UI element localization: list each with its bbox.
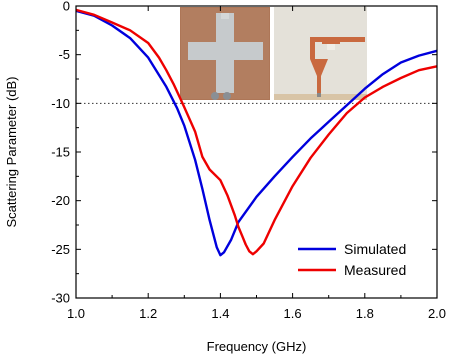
l-antenna-photo-icon xyxy=(274,7,367,100)
series-line-measured xyxy=(75,8,438,256)
legend-label-measured: Measured xyxy=(344,262,406,278)
cross-antenna-photo-icon xyxy=(180,7,270,100)
x-tick-label: 1.0 xyxy=(67,306,85,321)
y-axis-title: Scattering Parameter (dB) xyxy=(4,76,19,227)
y-tick-label: -30 xyxy=(51,291,70,306)
x-tick-label: 1.8 xyxy=(356,306,374,321)
x-tick-label: 1.4 xyxy=(211,306,229,321)
series-line-simulated xyxy=(75,9,438,257)
x-tick-label: 2.0 xyxy=(428,306,446,321)
x-axis-title: Frequency (GHz) xyxy=(207,339,307,354)
antenna-photo-inset xyxy=(180,7,367,100)
legend: Simulated Measured xyxy=(298,241,406,278)
y-tick-label: -10 xyxy=(51,96,70,111)
x-tick-label: 1.2 xyxy=(139,306,157,321)
y-tick-label: -15 xyxy=(51,145,70,160)
legend-label-simulated: Simulated xyxy=(344,241,406,257)
series-layer xyxy=(75,8,438,257)
y-tick-label: -20 xyxy=(51,193,70,208)
axes: 1.0 1.2 1.4 1.6 1.8 2.0 0 -5 -10 -15 -20 -25 -30 Freq… xyxy=(4,0,446,354)
y-tick-label: -5 xyxy=(58,47,70,62)
y-tick-label: -25 xyxy=(51,242,70,257)
y-tick-label: 0 xyxy=(63,0,70,14)
x-tick-label: 1.6 xyxy=(284,306,302,321)
